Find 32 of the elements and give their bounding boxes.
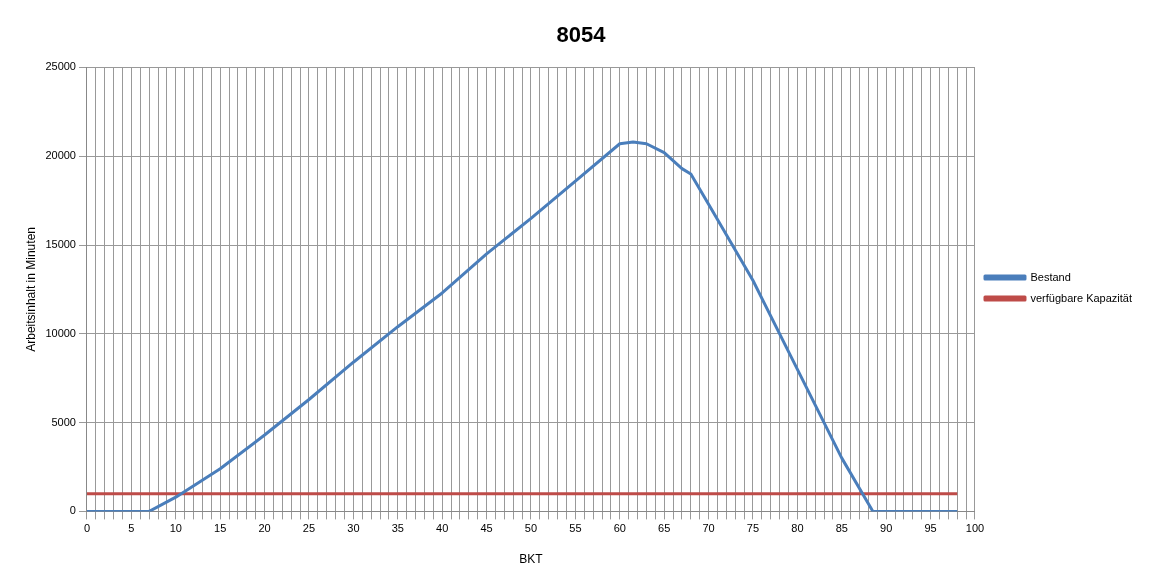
x-tick-label: 70 bbox=[702, 522, 715, 535]
x-tick-label: 30 bbox=[347, 522, 360, 535]
x-tick-label: 60 bbox=[613, 522, 626, 535]
x-tick-label: 0 bbox=[83, 522, 91, 535]
y-tick-label: 15000 bbox=[45, 238, 76, 251]
y-tick-label: 0 bbox=[69, 504, 76, 517]
x-tick-label: 15 bbox=[214, 522, 227, 535]
y-tick-label: 10000 bbox=[45, 326, 76, 339]
x-tick-label: 95 bbox=[924, 522, 937, 535]
x-tick-label: 75 bbox=[746, 522, 760, 535]
x-tick-label: 35 bbox=[391, 522, 404, 535]
x-tick-label: 80 bbox=[791, 522, 804, 535]
y-tick-label: 5000 bbox=[51, 415, 76, 428]
x-tick-label: 65 bbox=[658, 522, 671, 535]
y-tick-label: 25000 bbox=[45, 60, 76, 73]
x-tick-label: 50 bbox=[524, 522, 538, 535]
x-tick-label: 45 bbox=[480, 522, 493, 535]
x-tick-label: 20 bbox=[258, 522, 271, 535]
x-tick-label: 100 bbox=[965, 522, 985, 535]
y-tick-label: 20000 bbox=[45, 149, 76, 162]
x-tick-label: 90 bbox=[880, 522, 893, 535]
y-axis-title: Arbeitsinhalt in Minuten bbox=[23, 227, 38, 352]
x-tick-label: 85 bbox=[835, 522, 848, 535]
x-tick-label: 25 bbox=[302, 522, 316, 535]
x-axis-title: BKT bbox=[519, 552, 544, 567]
x-tick-label: 40 bbox=[436, 522, 449, 535]
x-tick-label: 5 bbox=[128, 522, 135, 535]
x-tick-label: 55 bbox=[569, 522, 582, 535]
legend-label: Bestand bbox=[1030, 270, 1071, 283]
chart-title: 8054 bbox=[556, 22, 607, 48]
x-tick-label: 10 bbox=[169, 522, 182, 535]
legend-label: verfügbare Kapazität bbox=[1030, 291, 1133, 304]
